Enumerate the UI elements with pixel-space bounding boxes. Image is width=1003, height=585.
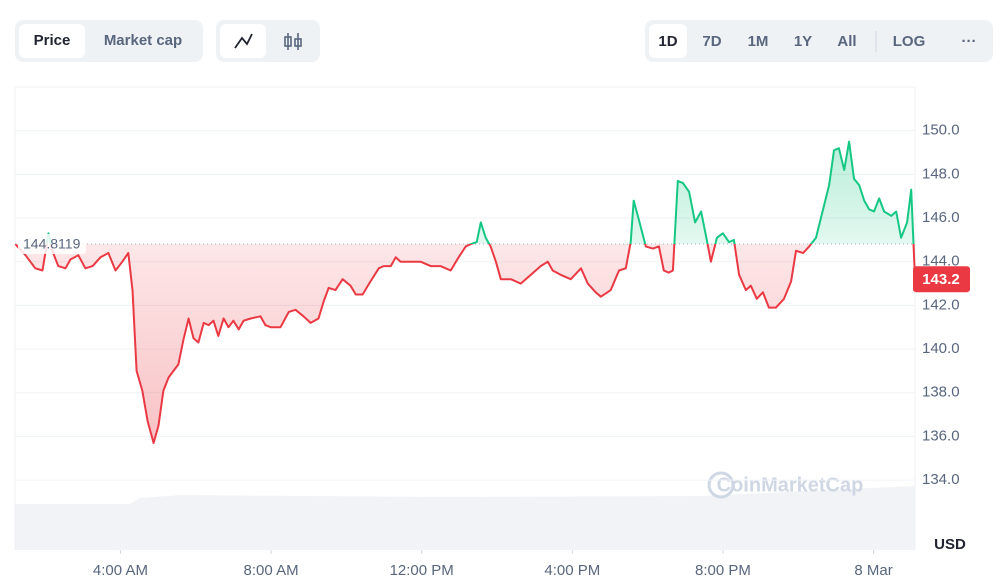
watermark: CoinMarketCap <box>717 474 864 496</box>
volume-area <box>15 486 915 550</box>
y-tick-label: 150.0 <box>922 122 960 139</box>
price-tab[interactable]: Price <box>34 32 71 49</box>
y-tick-label: 142.0 <box>922 296 960 313</box>
y-tick-label: 146.0 <box>922 209 960 226</box>
price-line <box>14 140 916 444</box>
y-tick-label: 148.0 <box>922 165 960 182</box>
x-tick-label: 8:00 PM <box>695 562 751 579</box>
y-tick-label: 134.0 <box>922 471 960 488</box>
y-tick-label: 138.0 <box>922 384 960 401</box>
x-tick-label: 4:00 PM <box>544 562 600 579</box>
range-1d[interactable]: 1D <box>658 33 677 50</box>
more-button[interactable]: ··· <box>962 33 977 50</box>
log-button[interactable]: LOG <box>893 33 926 50</box>
x-tick-label: 8 Mar <box>854 562 892 579</box>
metric-active <box>19 24 85 58</box>
candle-icon[interactable] <box>284 33 302 50</box>
range-1m[interactable]: 1M <box>748 33 769 50</box>
x-tick-label: 8:00 AM <box>244 562 299 579</box>
price-area <box>15 141 915 443</box>
range-all[interactable]: All <box>837 33 856 50</box>
x-tick-label: 4:00 AM <box>93 562 148 579</box>
line-icon <box>234 33 253 49</box>
watermark-logo <box>707 471 735 499</box>
market-cap-tab[interactable]: Market cap <box>104 32 182 49</box>
price-badge <box>913 266 970 293</box>
range-1y[interactable]: 1Y <box>794 33 812 50</box>
range-active <box>649 24 687 58</box>
y-tick-label: 136.0 <box>922 427 960 444</box>
y-unit: USD <box>934 536 966 553</box>
line-type-button[interactable] <box>220 24 266 58</box>
x-tick-label: 12:00 PM <box>390 562 454 579</box>
y-tick-label: 144.0 <box>922 253 960 270</box>
reference-badge <box>18 233 86 254</box>
range-group <box>645 20 993 62</box>
price-label: 143.2 <box>922 271 960 288</box>
reference-label: 144.8119 <box>23 236 81 252</box>
range-7d[interactable]: 7D <box>702 33 721 50</box>
plot-layer: 134.0 136.0 138.0 140.0 142.0 144.0 146.0 148.0… <box>14 122 970 579</box>
y-tick-label: 140.0 <box>922 340 960 357</box>
